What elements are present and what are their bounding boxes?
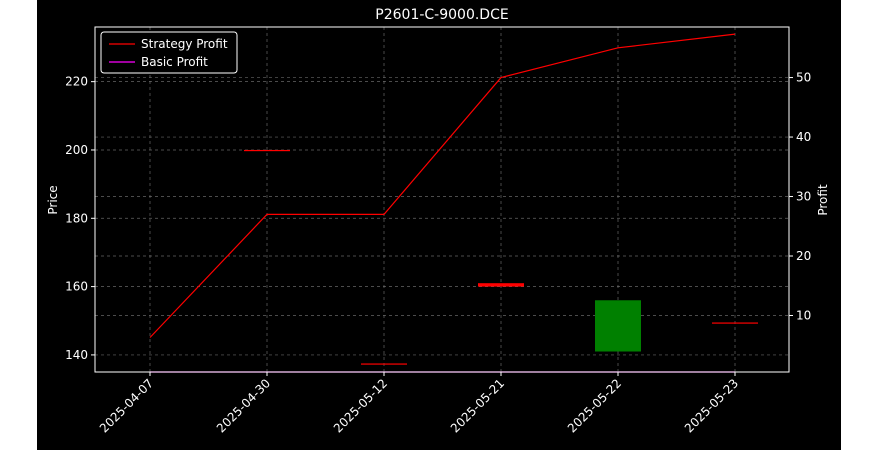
candles — [127, 40, 758, 365]
chart-figure: 140 160 180 200 220 10 20 30 40 50 2025-04-07 2025-… — [37, 0, 841, 450]
y-axis-label-left: Price — [46, 185, 60, 214]
y-tick-label-left: 180 — [65, 211, 88, 225]
x-tick-label: 2025-05-12 — [331, 376, 390, 435]
y-tick-label-right: 20 — [796, 249, 811, 263]
y-tick-label-right: 30 — [796, 190, 811, 204]
plot-frame — [94, 26, 790, 373]
y-tick-label-right: 40 — [796, 130, 811, 144]
candle-body — [361, 363, 407, 365]
x-tick-label: 2025-05-23 — [682, 376, 741, 435]
legend-box — [100, 31, 238, 74]
y-tick-label-left: 200 — [65, 143, 88, 157]
strategy-profit-line — [149, 33, 736, 338]
legend: Strategy Profit Basic Profit — [100, 31, 238, 74]
grid — [95, 27, 789, 372]
chart-svg: 140 160 180 200 220 10 20 30 40 50 2025-04-07 2025-… — [46, 7, 830, 436]
x-tick-label: 2025-05-22 — [565, 376, 624, 435]
y-tick-label-left: 220 — [65, 75, 88, 89]
candle-body — [595, 300, 641, 352]
x-tick-label: 2025-04-30 — [214, 376, 273, 435]
legend-label-strategy: Strategy Profit — [141, 37, 228, 51]
y-tick-label-left: 160 — [65, 280, 88, 294]
x-tick-label: 2025-04-07 — [97, 376, 156, 435]
y-tick-label-right: 10 — [796, 308, 811, 322]
chart-title: P2601-C-9000.DCE — [375, 7, 508, 23]
y-tick-label-left: 140 — [65, 348, 88, 362]
legend-label-basic: Basic Profit — [141, 55, 208, 69]
y-tick-label-right: 50 — [796, 71, 811, 85]
candle-body — [478, 283, 524, 287]
profit-lines — [149, 33, 736, 373]
y-axis-label-right: Profit — [816, 184, 830, 216]
candle-body — [712, 322, 758, 324]
candle-body — [244, 149, 290, 152]
x-tick-label: 2025-05-21 — [448, 376, 507, 435]
axes: 140 160 180 200 220 10 20 30 40 50 2025-04-07 2025-… — [65, 71, 811, 436]
